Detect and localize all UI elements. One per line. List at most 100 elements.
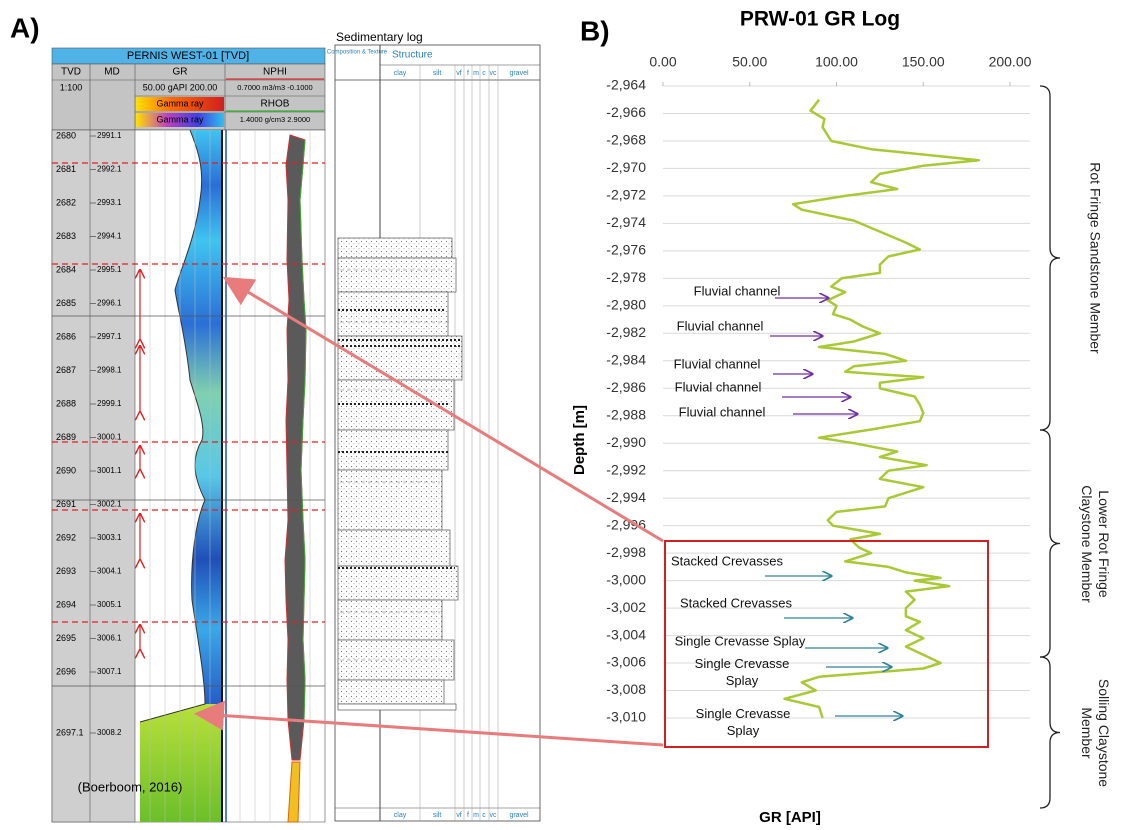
md-label: 3000.1 (97, 433, 122, 442)
y-tick-label: -2,998 (606, 544, 646, 560)
y-tick-label: -3,004 (606, 626, 646, 642)
sed-composition: Composition & Texture (327, 50, 388, 56)
tvd-label: 2687 (56, 365, 76, 375)
grain-size-label: silt (433, 812, 442, 819)
y-tick-label: -3,000 (606, 571, 646, 587)
highlight-box (664, 540, 989, 748)
y-tick-label: -2,990 (606, 434, 646, 450)
gr-fill (140, 130, 222, 822)
y-tick-label: -2,976 (606, 242, 646, 258)
panel-label: B) (580, 15, 610, 46)
md-label: 3004.1 (97, 567, 122, 576)
md-label: 2992.1 (97, 165, 122, 174)
gr-curve (139, 129, 206, 723)
md-label: 2997.1 (97, 332, 122, 341)
grain-size-label: gravel (509, 70, 529, 77)
panel-label: A) (10, 12, 40, 43)
grain-size-label: vc (490, 70, 498, 77)
md-label: 2998.1 (97, 366, 122, 375)
y-tick-label: -2,964 (606, 77, 646, 93)
grain-size-label: clay (394, 70, 407, 77)
y-tick-label: -2,978 (606, 269, 646, 285)
grain-size-label: clay (394, 812, 407, 819)
md-label: 2996.1 (97, 299, 122, 308)
y-tick-label: -3,006 (606, 654, 646, 670)
tvd-label: 2690 (56, 465, 76, 475)
tvd-label: 2680 (56, 130, 76, 140)
md-label: 3008.2 (97, 728, 122, 737)
link-arrow (222, 276, 664, 543)
link-arrow (194, 700, 664, 747)
y-tick-label: -2,968 (606, 132, 646, 148)
md-label: 3006.1 (97, 634, 122, 643)
panel-a: A) PERNIS WEST-01 [TVD] TVD MD GR NPHI 1… (10, 12, 541, 823)
x-axis-label: GR [API] (759, 809, 821, 826)
y-tick-label: -2,996 (606, 516, 646, 532)
y-tick-label: -3,008 (606, 681, 646, 697)
x-tick-label: 50.00 (732, 54, 767, 70)
grain-size-label: f (467, 70, 469, 77)
md-label: 3001.1 (97, 466, 122, 475)
y-tick-label: -2,988 (606, 406, 646, 422)
chart-title: PRW-01 GR Log (740, 8, 900, 31)
rhob-label: RHOB (261, 99, 290, 110)
grain-size-label: vc (490, 812, 498, 819)
y-tick-label: -2,984 (606, 351, 646, 367)
legend-bar (136, 113, 224, 127)
grain-size-label: m (473, 812, 479, 819)
legend-label: Gamma ray (156, 98, 204, 108)
y-tick-label: -3,002 (606, 599, 646, 615)
legend-bar (136, 97, 224, 111)
md-label: 2999.1 (97, 399, 122, 408)
y-tick-label: -2,994 (606, 489, 646, 505)
md-label: 2991.1 (97, 131, 122, 140)
gr-range: 50.00 gAPI 200.00 (143, 82, 218, 92)
tvd-label: 2692 (56, 532, 76, 542)
tvd-label: 2691 (56, 499, 76, 509)
grain-size-label: silt (433, 70, 442, 77)
md-label: 2995.1 (97, 265, 122, 274)
column-header: MD (104, 67, 120, 78)
x-tick-label: 150.00 (902, 54, 945, 70)
member-brace (1039, 85, 1061, 431)
grain-size-label: m (473, 70, 479, 77)
md-label: 3007.1 (97, 667, 122, 676)
column-header: TVD (61, 67, 81, 78)
depth-track (51, 129, 136, 823)
tvd-label: 2688 (56, 398, 76, 408)
y-tick-label: -2,970 (606, 159, 646, 175)
tvd-label: 2694 (56, 599, 76, 609)
tvd-label: 2689 (56, 432, 76, 442)
tvd-label: 2693 (56, 566, 76, 576)
y-tick-label: -2,974 (606, 214, 646, 230)
column-header: NPHI (263, 67, 287, 78)
grain-size-label: c (482, 70, 486, 77)
grain-size-label: f (467, 812, 469, 819)
md-label: 3005.1 (97, 600, 122, 609)
tvd-label: 2685 (56, 298, 76, 308)
scale: 1:100 (60, 82, 83, 92)
y-tick-label: -2,972 (606, 187, 646, 203)
y-tick-label: -2,992 (606, 461, 646, 477)
grain-size-label: c (482, 812, 486, 819)
legend-label: Gamma ray (156, 114, 204, 124)
md-label: 3002.1 (97, 500, 122, 509)
grain-size-label: vf (456, 812, 462, 819)
gr-fill-lower (140, 704, 222, 822)
y-tick-label: -2,966 (606, 104, 646, 120)
y-tick-label: -2,986 (606, 379, 646, 395)
md-label: 2994.1 (97, 232, 122, 241)
y-tick-label: -2,982 (606, 324, 646, 340)
well-name: PERNIS WEST-01 [TVD] (127, 50, 249, 62)
sed-log-title: Sedimentary log (336, 30, 423, 44)
citation: (Boerboom, 2016) (78, 779, 183, 794)
md-label: 2993.1 (97, 198, 122, 207)
tvd-label: 2696 (56, 666, 76, 676)
tvd-label: 2681 (56, 164, 76, 174)
grain-size-label: gravel (509, 812, 529, 819)
column-header: GR (173, 67, 188, 78)
tvd-label: 2697.1 (56, 727, 84, 737)
tvd-label: 2695 (56, 633, 76, 643)
